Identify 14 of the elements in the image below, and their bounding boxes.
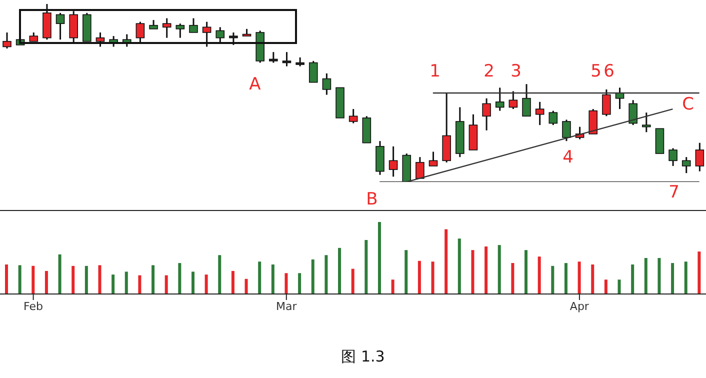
annotation: A	[249, 74, 261, 94]
text: B	[366, 190, 378, 210]
x-tick-label: Apr	[570, 300, 590, 313]
annotation: 1	[430, 62, 440, 82]
text: 7	[668, 182, 680, 202]
annotation: C	[682, 94, 694, 114]
annotation: 4	[562, 148, 574, 168]
annotation: 5	[590, 62, 602, 82]
annotation: 3	[510, 62, 522, 82]
x-tick-label: Feb	[24, 300, 44, 313]
annotation: 6	[604, 62, 614, 82]
caption: 图 1.3	[341, 347, 385, 365]
annotation: 2	[484, 62, 494, 82]
x-tick-label: Mar	[276, 300, 298, 313]
